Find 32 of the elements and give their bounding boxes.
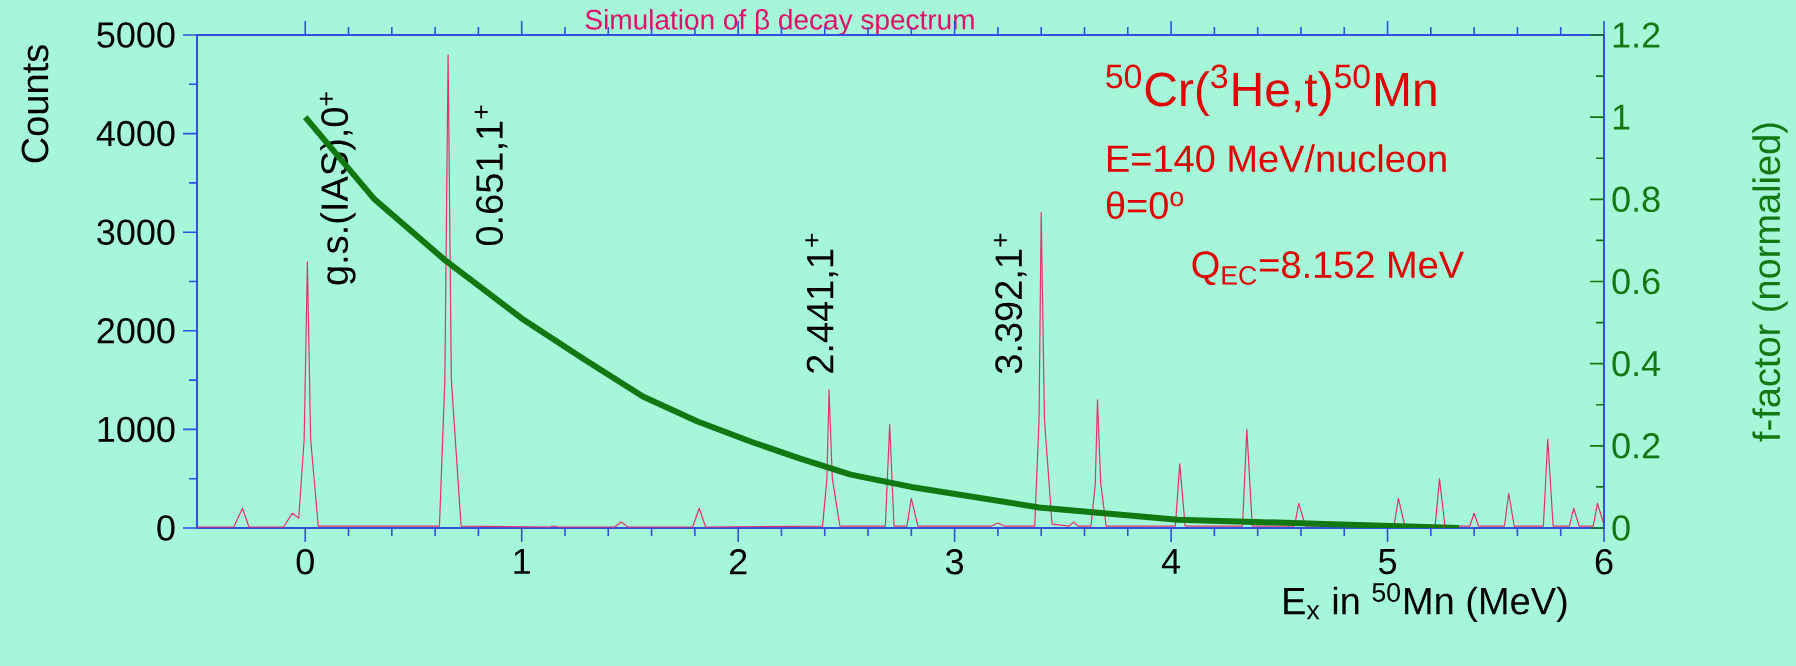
annotation: g.s.(IAS),0$^{+}$ <box>319 92 356 285</box>
y2-tick-label: 1.2 <box>1613 22 1660 48</box>
x-tick-label: 2 <box>729 549 747 575</box>
annotation: 0.651,1$^{+}$ <box>474 105 508 246</box>
annotation: $^{50}$Cr($^{3}$He,t)$^{50}$Mn <box>1106 64 1436 116</box>
y-tick-label: 2000 <box>97 318 175 344</box>
annotation: 2.441,1$^{+}$ <box>805 233 839 373</box>
y2-axis-title: f-factor (normalied) <box>1752 123 1788 442</box>
y-axis-title: Counts <box>21 45 49 163</box>
y2-tick-label: 0.8 <box>1612 186 1660 213</box>
annotation: Q$_{EC}$=8.152 MeV <box>1192 251 1464 286</box>
y-tick-label: 5000 <box>97 22 175 48</box>
x-tick-label: 5 <box>1378 549 1397 575</box>
y2-tick-label: 0 <box>1612 515 1630 541</box>
y2-tick-label: 1 <box>1613 104 1630 130</box>
y-tick-label: 4000 <box>96 120 175 147</box>
y-tick-label: 1000 <box>98 416 175 443</box>
x-tick-label: 3 <box>945 549 964 575</box>
x-tick-label: 4 <box>1161 549 1181 574</box>
x-tick-label: 0 <box>296 549 314 575</box>
x-axis-title: E$_{x}$ in $^{50}$Mn (MeV) <box>1284 583 1567 623</box>
x-tick-label: 6 <box>1595 549 1613 575</box>
annotation: θ=0$^{o}$ <box>1106 191 1184 220</box>
y2-tick-label: 0.2 <box>1612 433 1660 459</box>
chart-title: Simulation of β decay spectrum <box>585 9 974 36</box>
y-tick-label: 0 <box>157 515 175 541</box>
y2-tick-label: 0.4 <box>1612 350 1661 377</box>
annotation: E=140 MeV/nucleon <box>1108 144 1446 173</box>
x-tick-label: 1 <box>514 549 530 574</box>
annotation: 3.392,1$^{+}$ <box>993 233 1027 374</box>
y2-tick-label: 0.6 <box>1612 268 1660 295</box>
y-tick-label: 3000 <box>97 219 175 245</box>
